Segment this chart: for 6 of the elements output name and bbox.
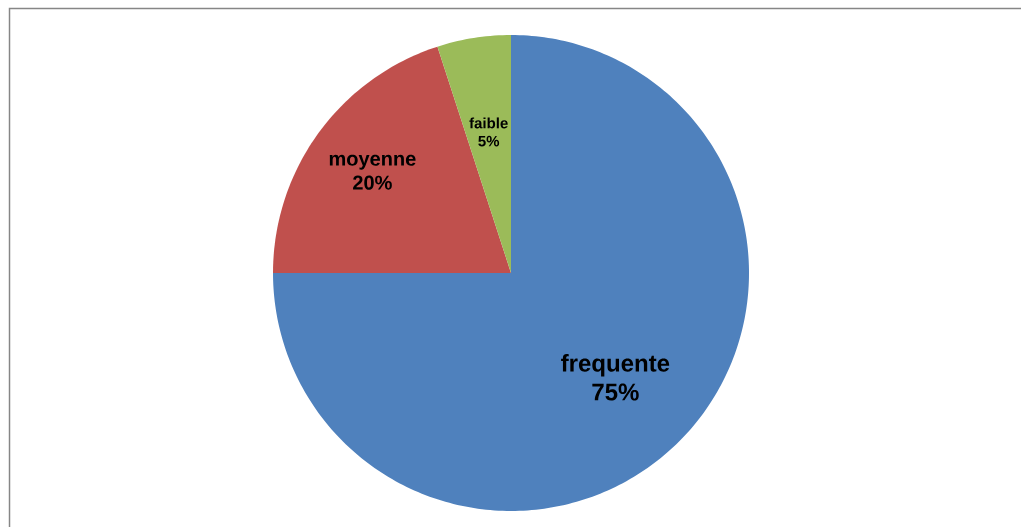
slice-label: frequente <box>561 354 670 377</box>
slice-label: faible <box>469 117 508 129</box>
data-label: 75% <box>592 383 639 401</box>
slice-label: moyenne <box>329 154 416 170</box>
data-label: 5% <box>478 135 500 147</box>
data-label: 20% <box>353 175 392 190</box>
